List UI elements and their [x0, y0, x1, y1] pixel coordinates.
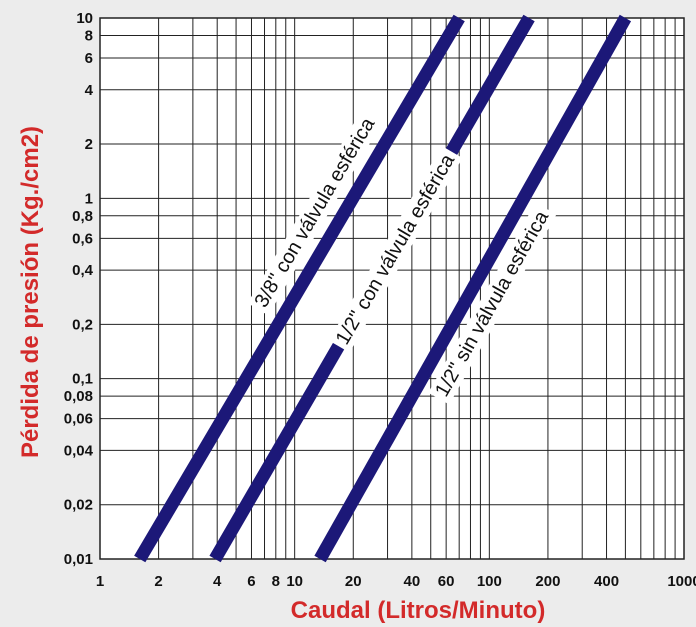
- series-line-3: [314, 14, 632, 563]
- y-tick-label: 0,6: [72, 230, 93, 247]
- x-tick-label: 4: [213, 573, 222, 590]
- y-tick-labels: 0,01 0,02 0,04 0,06 0,080,1 0,2 0,4 0,6 0,81 2 4 6 8…: [64, 10, 94, 568]
- x-tick-label: 1: [96, 573, 104, 590]
- y-tick-label: 0,02: [64, 497, 93, 514]
- y-tick-label: 1: [85, 190, 93, 207]
- x-tick-label: 400: [594, 573, 619, 590]
- x-tick-label: 6: [247, 573, 255, 590]
- y-tick-label: 0,1: [72, 371, 93, 388]
- x-tick-label: 200: [535, 573, 560, 590]
- x-tick-label: 60: [438, 573, 455, 590]
- y-tick-label: 0,2: [72, 316, 93, 333]
- series-line-1: [134, 14, 465, 563]
- x-tick-label: 2: [154, 573, 162, 590]
- y-axis-title: Pérdida de presión (Kg./cm2): [17, 126, 44, 458]
- y-tick-label: 0,8: [72, 208, 93, 225]
- y-tick-label: 4: [85, 82, 94, 99]
- y-tick-label: 0,08: [64, 388, 93, 405]
- series-label-background: [328, 145, 463, 353]
- x-tick-label: 10: [286, 573, 303, 590]
- x-axis-title: Caudal (Litros/Minuto): [291, 597, 546, 624]
- x-tick-label: 40: [404, 573, 421, 590]
- y-tick-label: 6: [85, 50, 93, 67]
- y-tick-label: 2: [85, 136, 93, 153]
- y-tick-label: 0,01: [64, 551, 93, 568]
- y-tick-label: 0,06: [64, 411, 93, 428]
- series-label-background: [428, 202, 557, 405]
- y-tick-label: 0,4: [72, 262, 94, 279]
- y-tick-label: 0,04: [64, 442, 94, 459]
- series-label-background: [247, 109, 383, 316]
- x-tick-label: 20: [345, 573, 362, 590]
- x-tick-label: 8: [272, 573, 280, 590]
- y-tick-label: 8: [85, 27, 93, 44]
- x-tick-label: 100: [477, 573, 502, 590]
- y-tick-label: 10: [76, 10, 93, 27]
